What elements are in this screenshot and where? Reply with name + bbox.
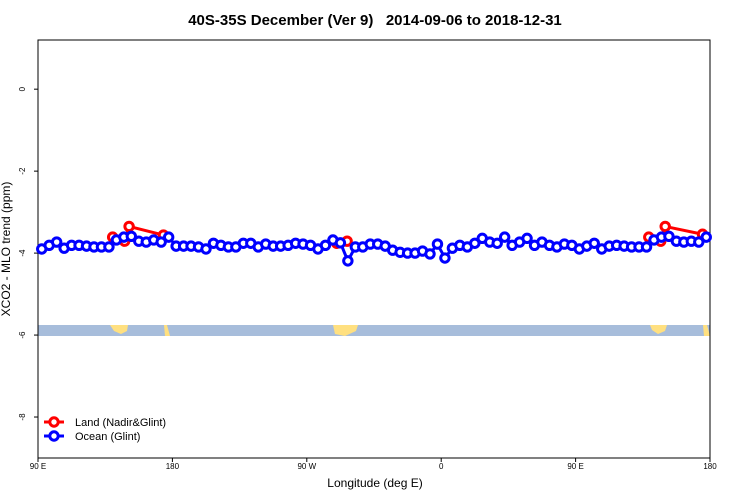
y-tick-label: 0 — [18, 86, 27, 91]
ocean-strip — [38, 325, 710, 336]
y-tick-label: -4 — [18, 249, 27, 257]
point — [663, 230, 675, 242]
legend-label: Land (Nadir&Glint) — [75, 417, 166, 429]
point — [200, 243, 212, 255]
point — [431, 238, 444, 250]
land-patch — [703, 325, 710, 336]
x-tick-label: 90 E — [30, 462, 46, 471]
y-tick-label: -2 — [18, 167, 27, 175]
point — [50, 236, 63, 248]
y-tick-label: -6 — [18, 331, 27, 339]
x-tick-label: 180 — [703, 462, 717, 471]
point — [162, 231, 175, 243]
land-patch — [333, 325, 358, 336]
land-patch — [650, 325, 667, 334]
point — [659, 220, 671, 233]
land-patch — [164, 325, 170, 336]
x-tick-label: 90 E — [567, 462, 583, 471]
y-axis-label: XCO2 - MLO trend (ppm) — [0, 182, 13, 317]
y-tick-label: -8 — [18, 413, 27, 421]
legend-marker — [48, 430, 60, 442]
point — [521, 232, 533, 245]
map-strip — [38, 325, 710, 336]
point — [319, 239, 332, 252]
land-patch — [110, 325, 128, 334]
point — [125, 230, 138, 242]
point — [693, 236, 705, 248]
point — [123, 220, 135, 233]
point — [498, 231, 511, 243]
point — [342, 255, 354, 267]
point — [334, 237, 347, 249]
point — [439, 252, 451, 264]
point — [491, 237, 503, 249]
x-axis-label: Longitude (deg E) — [327, 476, 422, 490]
chart-title: 40S-35S December (Ver 9) 2014-09-06 to 2… — [188, 12, 562, 29]
point — [424, 248, 436, 260]
point — [640, 241, 653, 253]
point — [103, 241, 115, 253]
x-tick-label: 180 — [166, 462, 180, 471]
point — [700, 231, 712, 243]
x-tick-label: 90 W — [297, 462, 316, 471]
legend-label: Ocean (Glint) — [75, 431, 140, 443]
point — [588, 237, 600, 249]
x-tick-label: 0 — [439, 462, 444, 471]
point — [469, 237, 481, 249]
legend-marker — [48, 416, 60, 428]
point — [155, 236, 167, 248]
